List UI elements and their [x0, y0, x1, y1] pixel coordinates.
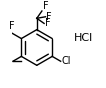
Text: F: F — [43, 1, 48, 11]
Text: F: F — [9, 21, 15, 31]
Text: F: F — [46, 12, 52, 22]
Text: Cl: Cl — [61, 56, 71, 66]
Text: F: F — [45, 18, 51, 28]
Text: HCl: HCl — [74, 33, 93, 43]
